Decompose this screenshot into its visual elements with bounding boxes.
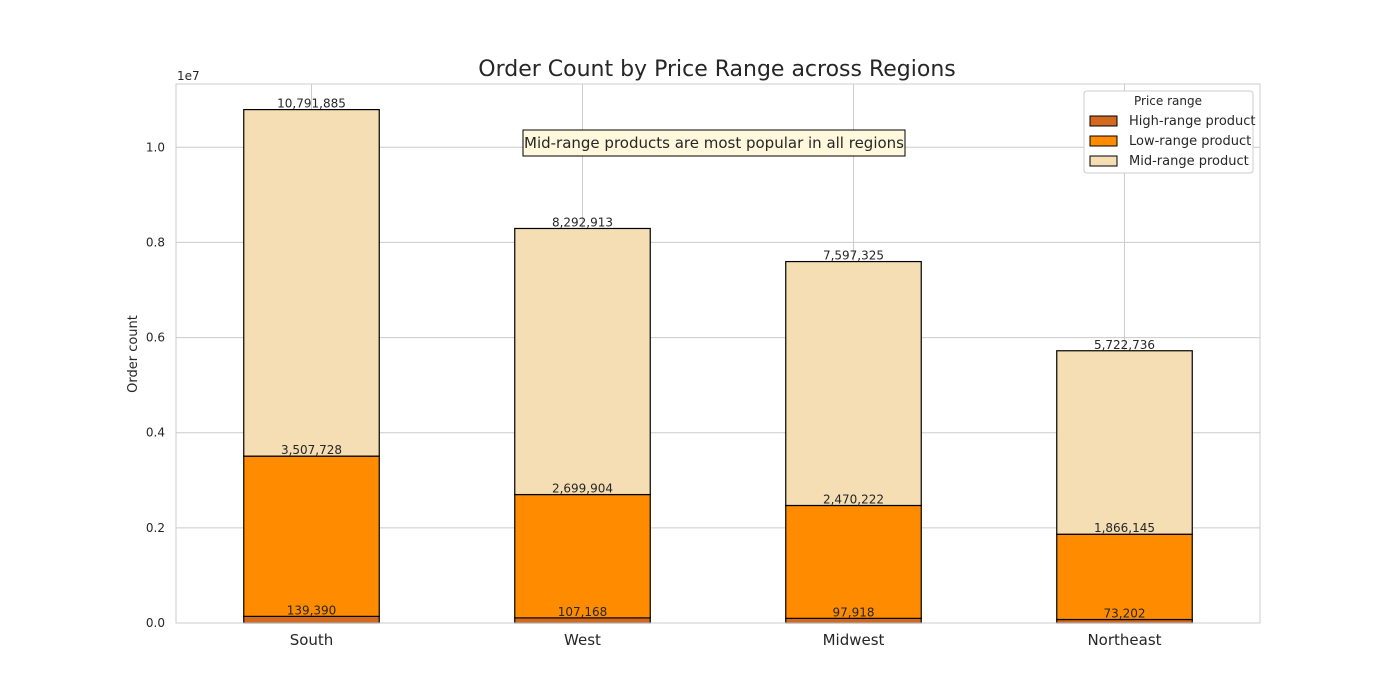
- data-label: 10,791,885: [277, 97, 346, 111]
- y-tick-label: 0.8: [146, 235, 165, 249]
- data-label: 97,918: [833, 605, 875, 619]
- y-tick-label: 0.0: [146, 616, 165, 630]
- legend-label: Low-range product: [1129, 134, 1251, 149]
- y-tick-label: 1.0: [146, 140, 165, 154]
- bar-segment: [514, 227, 651, 496]
- bar-segment: [785, 260, 922, 507]
- data-label: 2,699,904: [552, 482, 613, 496]
- plot-frame: [175, 83, 1261, 624]
- legend-title: Price range: [1134, 94, 1202, 108]
- legend-swatch: [1089, 115, 1118, 127]
- data-label: 8,292,913: [552, 215, 613, 229]
- x-tick-label: Midwest: [823, 631, 885, 649]
- bar-segment: [243, 108, 380, 457]
- bar-segment: [785, 504, 922, 619]
- legend-label: High-range product: [1129, 114, 1256, 129]
- data-label: 2,470,222: [823, 492, 884, 506]
- bar-segment: [1056, 533, 1193, 621]
- bar-segment: [243, 455, 380, 617]
- data-label: 3,507,728: [281, 443, 342, 457]
- data-label: 73,202: [1104, 607, 1146, 621]
- axis-multiplier-label: 1e7: [177, 69, 200, 83]
- data-label: 7,597,325: [823, 249, 884, 263]
- x-tick-label: Northeast: [1087, 631, 1161, 649]
- y-tick-label: 0.4: [146, 426, 165, 440]
- bar-segment: [1056, 350, 1193, 535]
- x-tick-label: West: [564, 631, 601, 649]
- data-label: 139,390: [287, 603, 337, 617]
- legend: Price range High-range product Low-range …: [1083, 90, 1256, 174]
- y-axis-label: Order count: [126, 315, 141, 393]
- data-labels: 139,390 3,507,728 10,791,885 107,168 2,699,9…: [277, 97, 1155, 621]
- x-tick-label: South: [290, 631, 334, 649]
- legend-frame: [1083, 90, 1254, 174]
- legend-swatch: [1089, 135, 1118, 147]
- data-label: 1,866,145: [1094, 521, 1155, 535]
- bar-segment: [514, 493, 651, 619]
- legend-label: Mid-range product: [1129, 154, 1249, 169]
- tick-labels: 0.0 0.2 0.4 0.6 0.8 1.0 South West Midwest Northe…: [146, 140, 1162, 649]
- y-tick-label: 0.2: [146, 521, 165, 535]
- chart-title: Order Count by Price Range across Region…: [478, 57, 956, 82]
- annotation-box: Mid-range products are most popular in a…: [522, 129, 906, 157]
- annotation-background: [522, 129, 906, 157]
- data-label: 107,168: [558, 605, 608, 619]
- y-tick-label: 0.6: [146, 331, 165, 345]
- data-label: 5,722,736: [1094, 338, 1155, 352]
- legend-swatch: [1089, 155, 1118, 167]
- bars: [243, 108, 1193, 624]
- annotation-text: Mid-range products are most popular in a…: [524, 134, 904, 152]
